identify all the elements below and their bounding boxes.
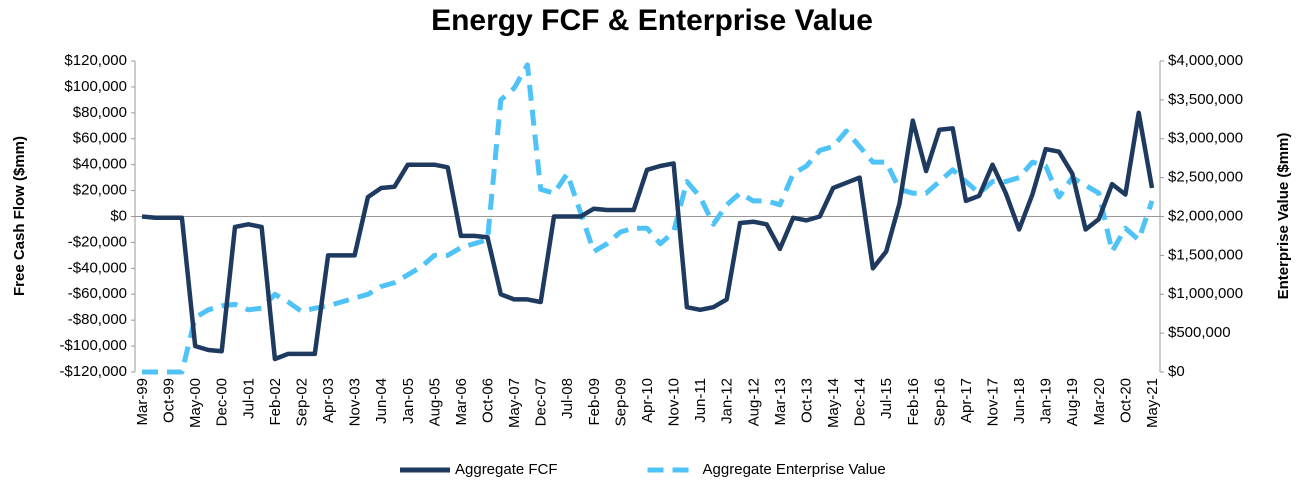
x-tick-label: May-14 <box>825 378 842 428</box>
x-tick-label: Sep-16 <box>931 378 948 426</box>
series-line <box>142 62 1155 375</box>
x-tick-label: May-07 <box>506 378 523 428</box>
x-tick-label: Oct-06 <box>479 378 496 423</box>
x-tick-label: Mar-20 <box>1091 378 1108 426</box>
x-tick-label: Jan-19 <box>1038 378 1055 424</box>
x-tick-label: Jun-11 <box>692 378 709 423</box>
y-tick-label: $100,000 <box>64 78 127 95</box>
y2-tick-label: $2,500,000 <box>1168 169 1243 186</box>
y-tick-label: $60,000 <box>73 130 127 147</box>
series-line <box>141 110 1155 362</box>
y-tick-label: -$100,000 <box>59 337 127 354</box>
y2-tick-label: $4,000,000 <box>1168 52 1243 69</box>
x-tick-label: Oct-99 <box>161 378 178 423</box>
x-tick-label: Aug-05 <box>426 378 443 426</box>
legend-label: Aggregate FCF <box>455 461 558 478</box>
x-tick-label: Dec-07 <box>533 378 550 426</box>
x-tick-label: Jan-12 <box>719 378 736 424</box>
y2-tick-label: $0 <box>1168 363 1185 380</box>
x-tick-label: Aug-12 <box>745 378 762 426</box>
y2-tick-label: $2,000,000 <box>1168 207 1243 224</box>
x-tick-label: Oct-13 <box>798 378 815 423</box>
x-tick-label: Mar-13 <box>772 378 789 426</box>
y-tick-label: -$120,000 <box>59 363 127 380</box>
y2-tick-label: $500,000 <box>1168 324 1231 341</box>
x-tick-label: Jun-18 <box>1011 378 1028 424</box>
x-tick-label: Nov-10 <box>666 378 683 426</box>
y2-tick-label: $3,500,000 <box>1168 91 1243 108</box>
x-tick-label: Jul-15 <box>878 378 895 419</box>
x-tick-label: Jul-08 <box>559 378 576 419</box>
y-tick-label: $80,000 <box>73 104 127 121</box>
x-tick-label: Feb-02 <box>267 378 284 426</box>
x-tick-label: Aug-19 <box>1064 378 1081 426</box>
x-tick-label: May-21 <box>1144 378 1161 428</box>
y2-tick-label: $3,000,000 <box>1168 130 1243 147</box>
y2-tick-label: $1,500,000 <box>1168 246 1243 263</box>
x-tick-label: Oct-20 <box>1117 378 1134 423</box>
y-tick-label: -$80,000 <box>68 311 127 328</box>
y-axis-title: Free Cash Flow ($mm) <box>11 136 28 296</box>
x-tick-label: Apr-17 <box>958 378 975 423</box>
x-tick-label: Jan-05 <box>400 378 417 424</box>
x-tick-label: Nov-03 <box>347 378 364 426</box>
x-tick-label: Mar-99 <box>134 378 151 426</box>
x-tick-label: Apr-03 <box>320 378 337 423</box>
y-tick-label: $40,000 <box>73 156 127 173</box>
x-tick-label: Mar-06 <box>453 378 470 426</box>
x-tick-label: Nov-17 <box>984 378 1001 426</box>
x-tick-label: Dec-00 <box>214 378 231 426</box>
x-tick-label: Feb-09 <box>586 378 603 426</box>
chart-title: Energy FCF & Enterprise Value <box>431 4 873 37</box>
y2-axis-title: Enterprise Value ($mm) <box>1275 133 1292 300</box>
legend-label: Aggregate Enterprise Value <box>703 461 886 478</box>
y-tick-label: $0 <box>110 207 127 224</box>
y-tick-label: -$40,000 <box>68 259 127 276</box>
x-tick-label: Feb-16 <box>905 378 922 426</box>
x-tick-label: Jul-01 <box>240 378 257 419</box>
y2-tick-label: $1,000,000 <box>1168 285 1243 302</box>
x-tick-label: Sep-09 <box>612 378 629 426</box>
y-tick-label: $120,000 <box>64 52 127 69</box>
x-tick-label: Apr-10 <box>639 378 656 423</box>
y-tick-label: -$60,000 <box>68 285 127 302</box>
x-tick-label: May-00 <box>187 378 204 428</box>
x-tick-label: Dec-14 <box>852 378 869 426</box>
x-tick-label: Jun-04 <box>373 378 390 424</box>
y-tick-label: $20,000 <box>73 182 127 199</box>
x-tick-label: Sep-02 <box>293 378 310 426</box>
y-tick-label: -$20,000 <box>68 233 127 250</box>
